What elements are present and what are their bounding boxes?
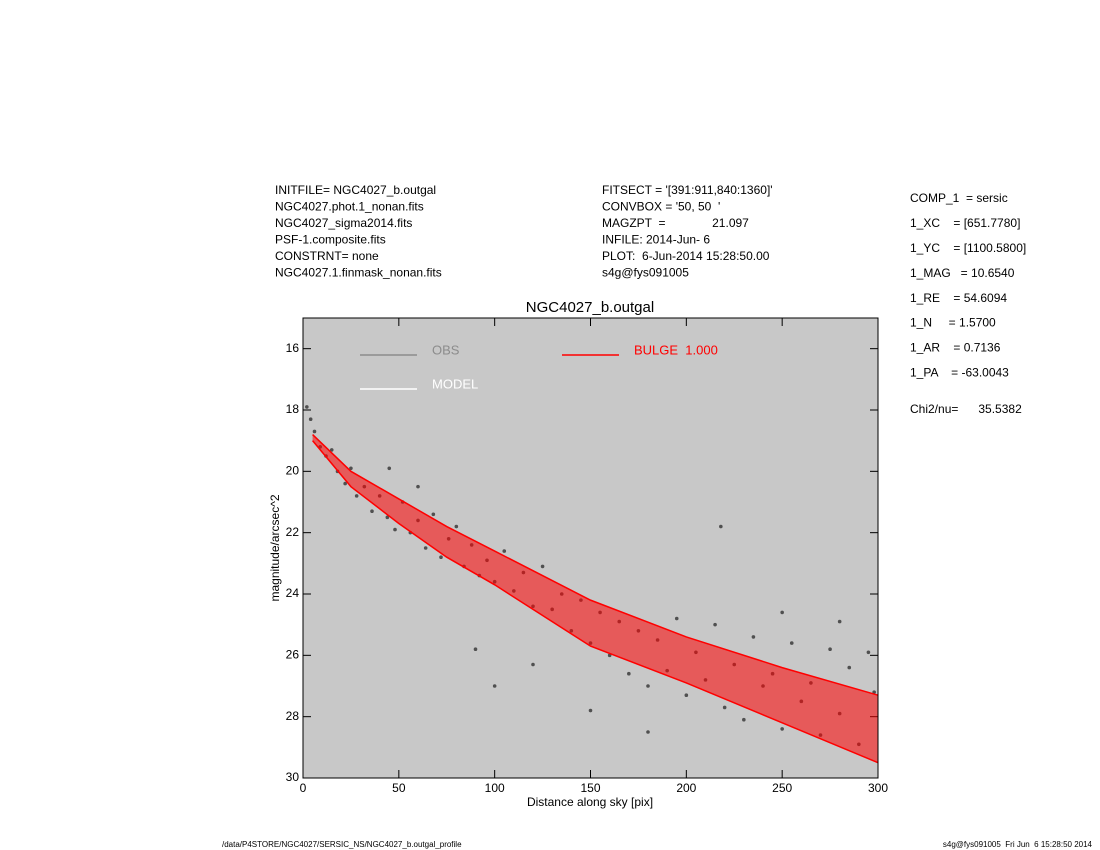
obs-point — [780, 727, 784, 731]
obs-point — [354, 494, 359, 498]
obs-point — [713, 622, 717, 627]
info-left: CONSTRNT= none — [275, 249, 379, 263]
info-right: 1_PA = -63.0043 — [910, 365, 1009, 379]
obs-point — [308, 417, 313, 422]
obs-point — [872, 690, 876, 694]
x-tick-label: 250 — [772, 781, 792, 795]
obs-point — [742, 717, 746, 722]
obs-point — [684, 693, 689, 697]
info-middle: INFILE: 2014-Jun- 6 — [602, 233, 710, 247]
x-tick-label: 150 — [580, 781, 600, 795]
bulge-edge — [312, 440, 879, 764]
info-middle: PLOT: 6-Jun-2014 15:28:50.00 — [602, 249, 770, 263]
obs-point — [312, 429, 317, 434]
x-tick-label: 0 — [300, 781, 307, 795]
y-tick-label: 16 — [286, 341, 300, 355]
info-right: 1_AR = 0.7136 — [910, 341, 1001, 355]
x-tick-label: 200 — [676, 781, 696, 795]
obs-point — [780, 610, 784, 615]
info-middle: s4g@fys091005 — [602, 266, 689, 280]
obs-point — [646, 730, 650, 734]
obs-point — [439, 555, 443, 559]
obs-point — [370, 509, 374, 513]
y-tick-label: 28 — [286, 709, 300, 723]
y-tick-label: 18 — [286, 402, 300, 416]
obs-point — [646, 684, 650, 688]
x-tick-label: 300 — [868, 781, 888, 795]
bulge-edge — [312, 433, 879, 696]
footer-right: s4g@fys091005 Fri Jun 6 15:28:50 2014 — [943, 840, 1093, 849]
obs-point — [473, 647, 478, 651]
obs-point — [751, 635, 756, 639]
obs-point — [305, 405, 309, 409]
y-tick-label: 30 — [286, 770, 300, 784]
y-axis-label: magnitude/arcsec^2 — [268, 494, 282, 601]
plot-frame — [302, 317, 879, 779]
y-tick-label: 26 — [286, 648, 300, 662]
info-right: 1_MAG = 10.6540 — [910, 266, 1015, 280]
chi2: Chi2/nu= 35.5382 — [910, 402, 1022, 416]
obs-point — [423, 546, 428, 550]
x-tick-label: 100 — [485, 781, 505, 795]
info-left: PSF-1.composite.fits — [275, 233, 386, 247]
x-axis-label: Distance along sky [pix] — [527, 795, 653, 809]
bulge-band — [312, 434, 878, 763]
info-right: 1_N = 1.5700 — [910, 316, 996, 330]
obs-point — [588, 708, 593, 713]
obs-point — [454, 524, 459, 529]
obs-point — [329, 448, 334, 452]
legend-label: BULGE 1.000 — [634, 342, 718, 357]
info-right: 1_XC = [651.7780] — [910, 216, 1020, 230]
legend-label: OBS — [432, 342, 460, 357]
obs-point — [531, 662, 535, 667]
obs-point — [866, 650, 871, 655]
x-tick-label: 50 — [392, 781, 406, 795]
obs-point — [828, 647, 832, 651]
obs-point — [387, 466, 392, 471]
obs-point — [343, 481, 347, 486]
obs-point — [722, 705, 727, 710]
obs-point — [540, 564, 545, 569]
chart-title: NGC4027_b.outgal — [526, 299, 654, 316]
obs-point — [492, 684, 497, 688]
obs-point — [789, 641, 794, 645]
obs-point — [719, 524, 723, 529]
info-left: NGC4027.phot.1_nonan.fits — [275, 200, 424, 214]
y-tick-label: 22 — [286, 525, 300, 539]
obs-point — [393, 527, 397, 532]
info-right: 1_YC = [1100.5800] — [910, 241, 1026, 255]
obs-point — [674, 616, 679, 621]
info-right: 1_RE = 54.6094 — [910, 291, 1007, 305]
obs-point — [627, 671, 631, 676]
obs-point — [847, 665, 852, 670]
obs-point — [416, 484, 420, 489]
obs-point — [837, 619, 842, 624]
info-middle: MAGZPT = 21.097 — [602, 216, 749, 230]
y-tick-label: 24 — [286, 586, 300, 600]
footer-left: /data/P4STORE/NGC4027/SERSIC_NS/NGC4027_… — [222, 840, 462, 849]
y-tick-label: 20 — [286, 464, 300, 478]
info-middle: FITSECT = '[391:911,840:1360]' — [602, 183, 773, 197]
obs-point — [431, 512, 436, 517]
obs-point — [502, 549, 507, 553]
info-middle: CONVBOX = '50, 50 ' — [602, 200, 720, 214]
info-right: COMP_1 = sersic — [910, 191, 1008, 205]
obs-point — [385, 515, 390, 520]
info-left: NGC4027.1.finmask_nonan.fits — [275, 266, 442, 280]
legend-label: MODEL — [432, 376, 478, 391]
info-left: NGC4027_sigma2014.fits — [275, 216, 412, 230]
info-left: INITFILE= NGC4027_b.outgal — [275, 183, 436, 197]
obs-point — [349, 466, 353, 471]
